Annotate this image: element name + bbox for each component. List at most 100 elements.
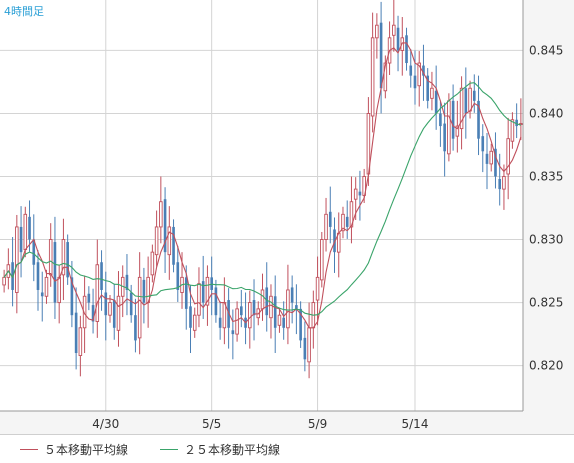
legend-item-ma25: ２５本移動平均線	[160, 441, 280, 458]
candle-body-up	[167, 226, 172, 256]
candle-body-up	[392, 24, 396, 36]
candle-body-up	[78, 327, 83, 356]
candle-body-down	[426, 75, 430, 101]
candle-body-down	[498, 179, 502, 190]
candle-body-down	[70, 277, 74, 316]
candle-body-up	[82, 295, 87, 329]
legend-item-ma5: ５本移動平均線	[20, 441, 128, 458]
candle-body-up	[375, 24, 379, 39]
candle-body-down	[358, 191, 362, 196]
candle-body-down	[112, 300, 116, 328]
candle-body-down	[422, 65, 425, 76]
candle-body-down	[464, 88, 468, 114]
candle-body-down	[451, 100, 455, 139]
candle-body-up	[205, 276, 210, 306]
candle-body-down	[265, 287, 269, 316]
candle-body-down	[66, 242, 69, 278]
candle-body-down	[53, 242, 57, 303]
candle-body-down	[273, 296, 277, 328]
candle-body-down	[396, 27, 400, 51]
candle-body-up	[260, 289, 265, 310]
candle-body-up	[235, 308, 239, 335]
candle-body-up	[277, 314, 282, 326]
ma25-line	[3, 82, 522, 316]
legend-swatch-ma5	[20, 449, 38, 450]
chart-legend: ５本移動平均線 ２５本移動平均線	[0, 434, 574, 463]
candle-body-down	[176, 262, 180, 290]
candle-body-up	[61, 239, 66, 276]
candle-body-down	[134, 315, 137, 341]
candle-body-up	[459, 87, 464, 130]
y-tick-label: 0.840	[529, 106, 563, 120]
candle-body-down	[252, 300, 256, 316]
y-tick-label: 0.835	[529, 170, 563, 184]
candle-body-up	[315, 276, 320, 301]
candle-body-up	[23, 213, 28, 251]
x-tick-label: 5/9	[308, 417, 327, 431]
chart-title: 4時間足	[4, 5, 44, 18]
candle-body-down	[240, 306, 243, 316]
candle-body-up	[137, 276, 142, 339]
candle-body-up	[506, 138, 510, 175]
plot-area	[0, 0, 523, 411]
candle-body-up	[286, 289, 290, 329]
legend-label-ma5: ５本移動平均線	[44, 443, 129, 457]
candle-body-up	[468, 87, 472, 112]
candle-body-down	[413, 75, 417, 89]
candle-body-up	[307, 327, 311, 363]
candle-body-down	[282, 317, 285, 328]
candle-body-down	[328, 211, 332, 227]
x-tick-label: 5/5	[202, 417, 221, 431]
candle-body-down	[409, 65, 413, 76]
candle-body-up	[447, 100, 451, 155]
candle-body-up	[197, 283, 201, 316]
candle-body-down	[129, 292, 133, 316]
candle-body-up	[2, 276, 6, 286]
candle-body-up	[44, 276, 49, 297]
candle-body-down	[40, 292, 44, 297]
x-tick-label: 4/30	[92, 417, 119, 431]
candle-body-up	[341, 213, 345, 232]
candle-body-up	[370, 37, 375, 117]
candle-body-down	[295, 305, 298, 309]
candle-body-down	[74, 312, 78, 354]
candle-body-up	[116, 295, 121, 331]
candle-body-down	[439, 113, 442, 127]
y-tick-label: 0.820	[529, 359, 563, 373]
candle-body-down	[142, 279, 146, 303]
candle-body-up	[320, 239, 324, 281]
candle-body-down	[299, 308, 302, 341]
candlestick-chart: 0.820 0.825 0.830 0.835 0.840 0.845 4/30 5/5 5/9…	[0, 0, 563, 431]
candle-body-up	[150, 251, 155, 276]
candle-body-up	[48, 239, 53, 276]
candle-body-up	[192, 314, 197, 331]
candle-body-down	[290, 287, 294, 303]
candle-body-up	[222, 302, 227, 329]
candle-body-down	[32, 239, 36, 265]
candle-body-down	[36, 262, 40, 290]
candle-body-down	[214, 287, 218, 316]
candle-body-up	[15, 226, 19, 293]
candle-body-down	[405, 35, 408, 64]
legend-swatch-ma25	[160, 449, 178, 450]
candle-body-down	[87, 293, 91, 303]
y-tick-label: 0.845	[529, 43, 563, 57]
candle-body-down	[379, 22, 383, 89]
candle-body-down	[472, 90, 476, 101]
candle-body-up	[510, 119, 515, 142]
candle-body-down	[28, 216, 31, 240]
candle-body-up	[154, 226, 159, 256]
candle-body-up	[489, 150, 493, 165]
candle-body-down	[163, 199, 167, 253]
candle-body-down	[91, 305, 95, 322]
y-tick-label: 0.825	[529, 296, 563, 310]
candle-body-down	[100, 262, 103, 290]
candle-body-up	[349, 201, 354, 228]
candle-body-down	[477, 100, 480, 139]
candle-body-up	[519, 123, 523, 126]
legend-label-ma25: ２５本移動平均線	[184, 443, 281, 457]
candle-body-up	[159, 201, 163, 228]
candle-body-down	[303, 337, 307, 360]
candle-body-up	[269, 295, 273, 319]
candle-body-up	[430, 87, 434, 99]
